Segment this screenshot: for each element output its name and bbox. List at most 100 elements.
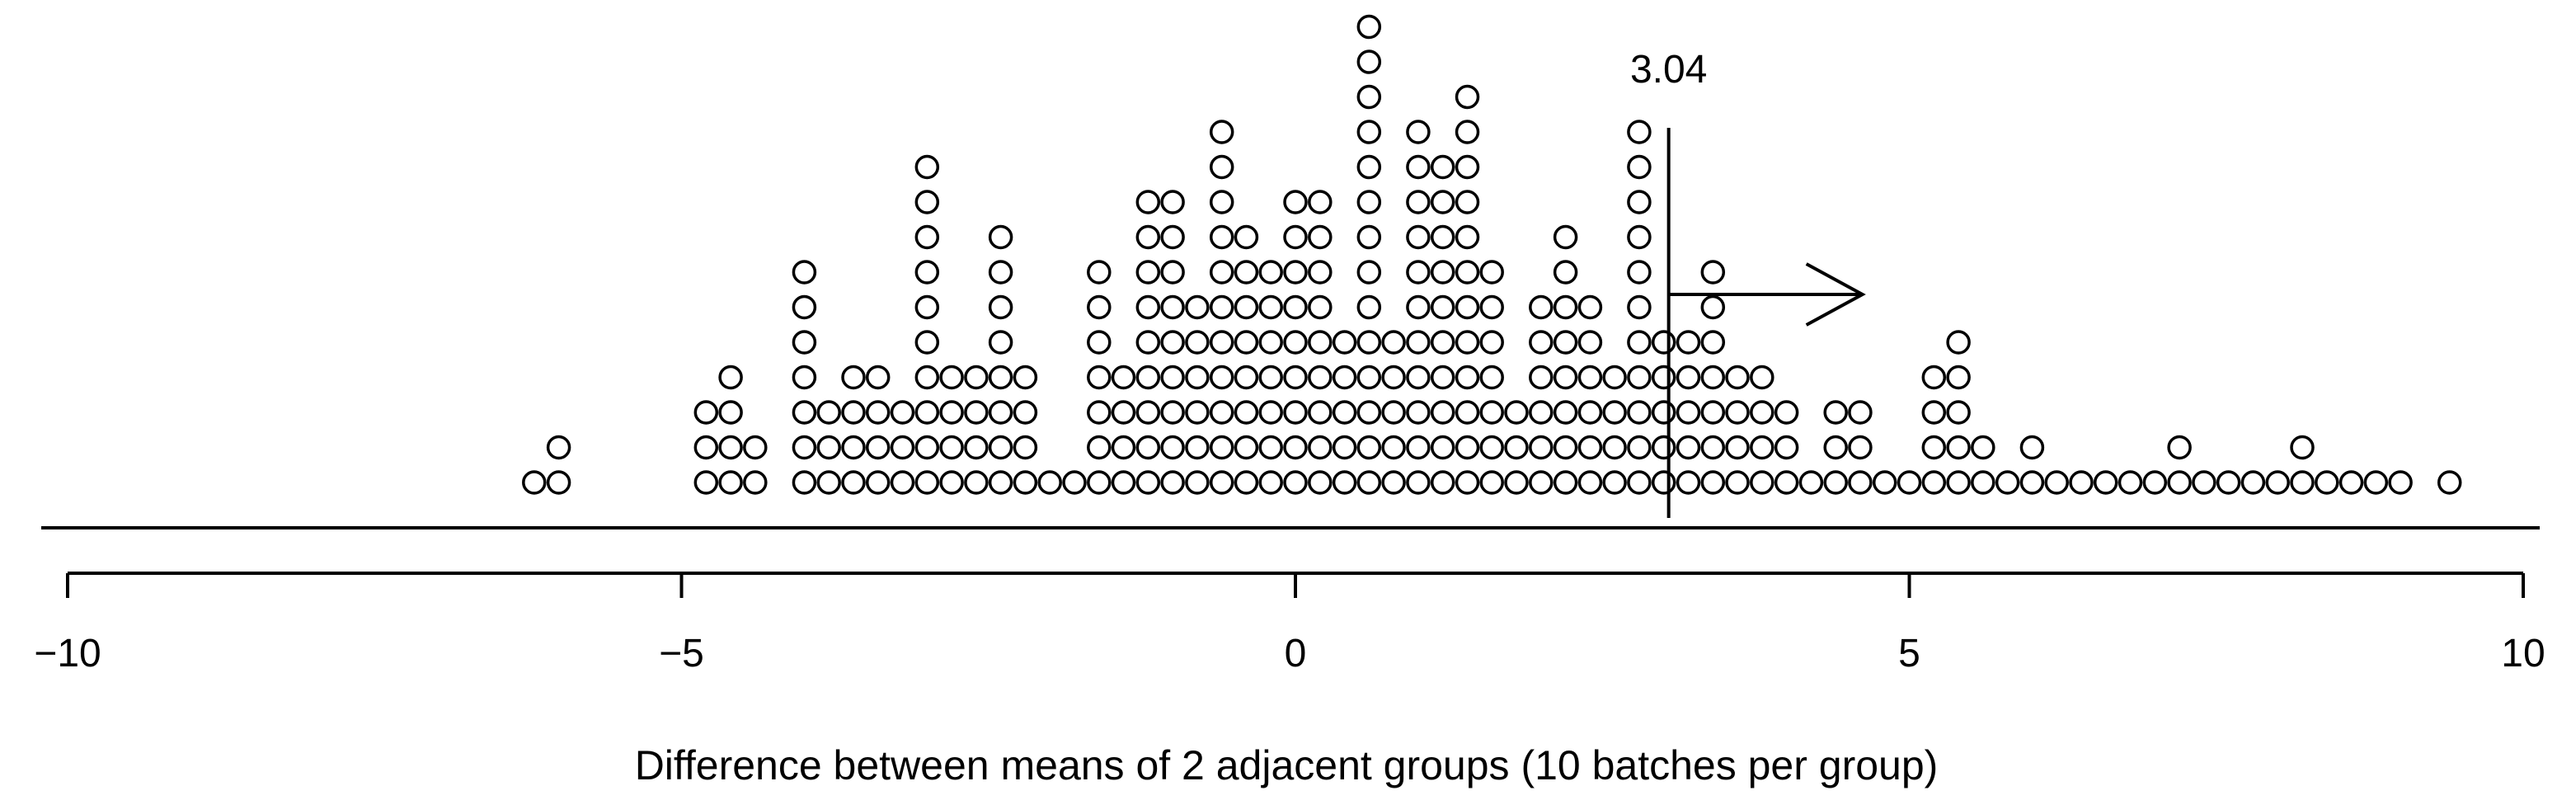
data-point: [914, 224, 940, 250]
data-point: [890, 470, 915, 495]
data-point: [1455, 190, 1480, 214]
data-point: [1479, 435, 1504, 460]
observed-arrow-head: [1805, 262, 1866, 327]
data-point: [1725, 435, 1750, 460]
data-point: [1553, 224, 1578, 250]
data-point: [1283, 294, 1308, 320]
data-point: [1209, 294, 1234, 320]
data-point: [939, 365, 964, 390]
data-point: [1013, 365, 1038, 390]
data-point: [1700, 470, 1726, 495]
data-point: [1700, 330, 1726, 355]
data-point: [1479, 260, 1504, 285]
data-point: [1209, 224, 1234, 250]
x-tick-label: −5: [659, 632, 704, 675]
data-point: [1160, 470, 1185, 495]
data-point: [1356, 294, 1382, 320]
data-point: [1750, 400, 1775, 425]
data-point: [1283, 260, 1308, 285]
data-point: [1135, 330, 1161, 355]
data-point: [1627, 330, 1652, 355]
data-point: [1823, 435, 1848, 460]
data-point: [1381, 330, 1406, 355]
data-point: [988, 365, 1013, 390]
data-point: [1283, 190, 1308, 214]
data-point: [1430, 224, 1455, 250]
data-point: [1381, 435, 1406, 460]
data-point: [865, 365, 891, 390]
data-point: [1798, 470, 1824, 495]
data-point: [1725, 365, 1750, 390]
data-point: [1430, 190, 1455, 214]
data-point: [1258, 365, 1283, 390]
data-point: [1406, 470, 1431, 495]
data-point: [1577, 330, 1603, 355]
data-point: [865, 400, 891, 425]
data-point: [964, 435, 989, 460]
x-tick-label: 5: [1898, 632, 1920, 675]
data-point: [1332, 365, 1357, 390]
data-point: [2216, 470, 2241, 495]
data-point: [1553, 435, 1578, 460]
data-point: [1921, 400, 1947, 425]
data-point: [1160, 294, 1185, 320]
data-point: [1430, 294, 1455, 320]
data-point: [1087, 365, 1112, 390]
data-point: [1553, 365, 1578, 390]
data-point: [1234, 330, 1259, 355]
data-point: [2167, 470, 2192, 495]
data-point: [1037, 470, 1062, 495]
data-point: [1283, 330, 1308, 355]
data-point: [1700, 365, 1726, 390]
data-point: [1479, 330, 1504, 355]
data-point: [1356, 154, 1382, 180]
data-point: [792, 365, 817, 390]
data-point: [1356, 435, 1382, 460]
data-point: [1676, 365, 1701, 390]
data-point: [914, 260, 940, 285]
data-point: [1823, 400, 1848, 425]
data-point: [1209, 260, 1234, 285]
data-point: [1356, 14, 1382, 40]
data-point: [1087, 470, 1112, 495]
x-axis-ticks: −10 −5 0 5 10: [34, 573, 2545, 675]
data-point: [1553, 330, 1578, 355]
data-point: [1430, 154, 1455, 180]
data-point: [1529, 435, 1554, 460]
data-point: [1209, 470, 1234, 495]
data-point: [792, 435, 817, 460]
data-point: [1651, 330, 1676, 355]
data-point: [1602, 435, 1627, 460]
data-point: [1455, 260, 1480, 285]
data-point: [1356, 365, 1382, 390]
data-point: [939, 470, 964, 495]
data-point: [1185, 470, 1210, 495]
data-point: [1529, 400, 1554, 425]
data-point: [816, 400, 841, 425]
data-point: [1406, 224, 1431, 250]
data-point: [1946, 435, 1971, 460]
data-point: [1308, 470, 1333, 495]
data-point: [1308, 294, 1333, 320]
data-point: [2118, 470, 2143, 495]
data-point: [1406, 365, 1431, 390]
data-point: [1308, 260, 1333, 285]
data-point: [1209, 190, 1234, 214]
data-point: [1234, 400, 1259, 425]
data-point: [1185, 365, 1210, 390]
data-point: [693, 435, 719, 460]
data-point: [1430, 400, 1455, 425]
data-point: [865, 470, 891, 495]
data-point: [2339, 470, 2364, 495]
data-point: [1308, 365, 1333, 390]
data-point: [718, 470, 743, 495]
data-point: [546, 470, 571, 495]
data-point: [2290, 470, 2315, 495]
data-point: [1479, 365, 1504, 390]
data-point: [1700, 260, 1726, 285]
data-point: [2142, 470, 2168, 495]
data-point: [546, 435, 571, 460]
data-point: [1209, 330, 1234, 355]
data-point: [1209, 435, 1234, 460]
